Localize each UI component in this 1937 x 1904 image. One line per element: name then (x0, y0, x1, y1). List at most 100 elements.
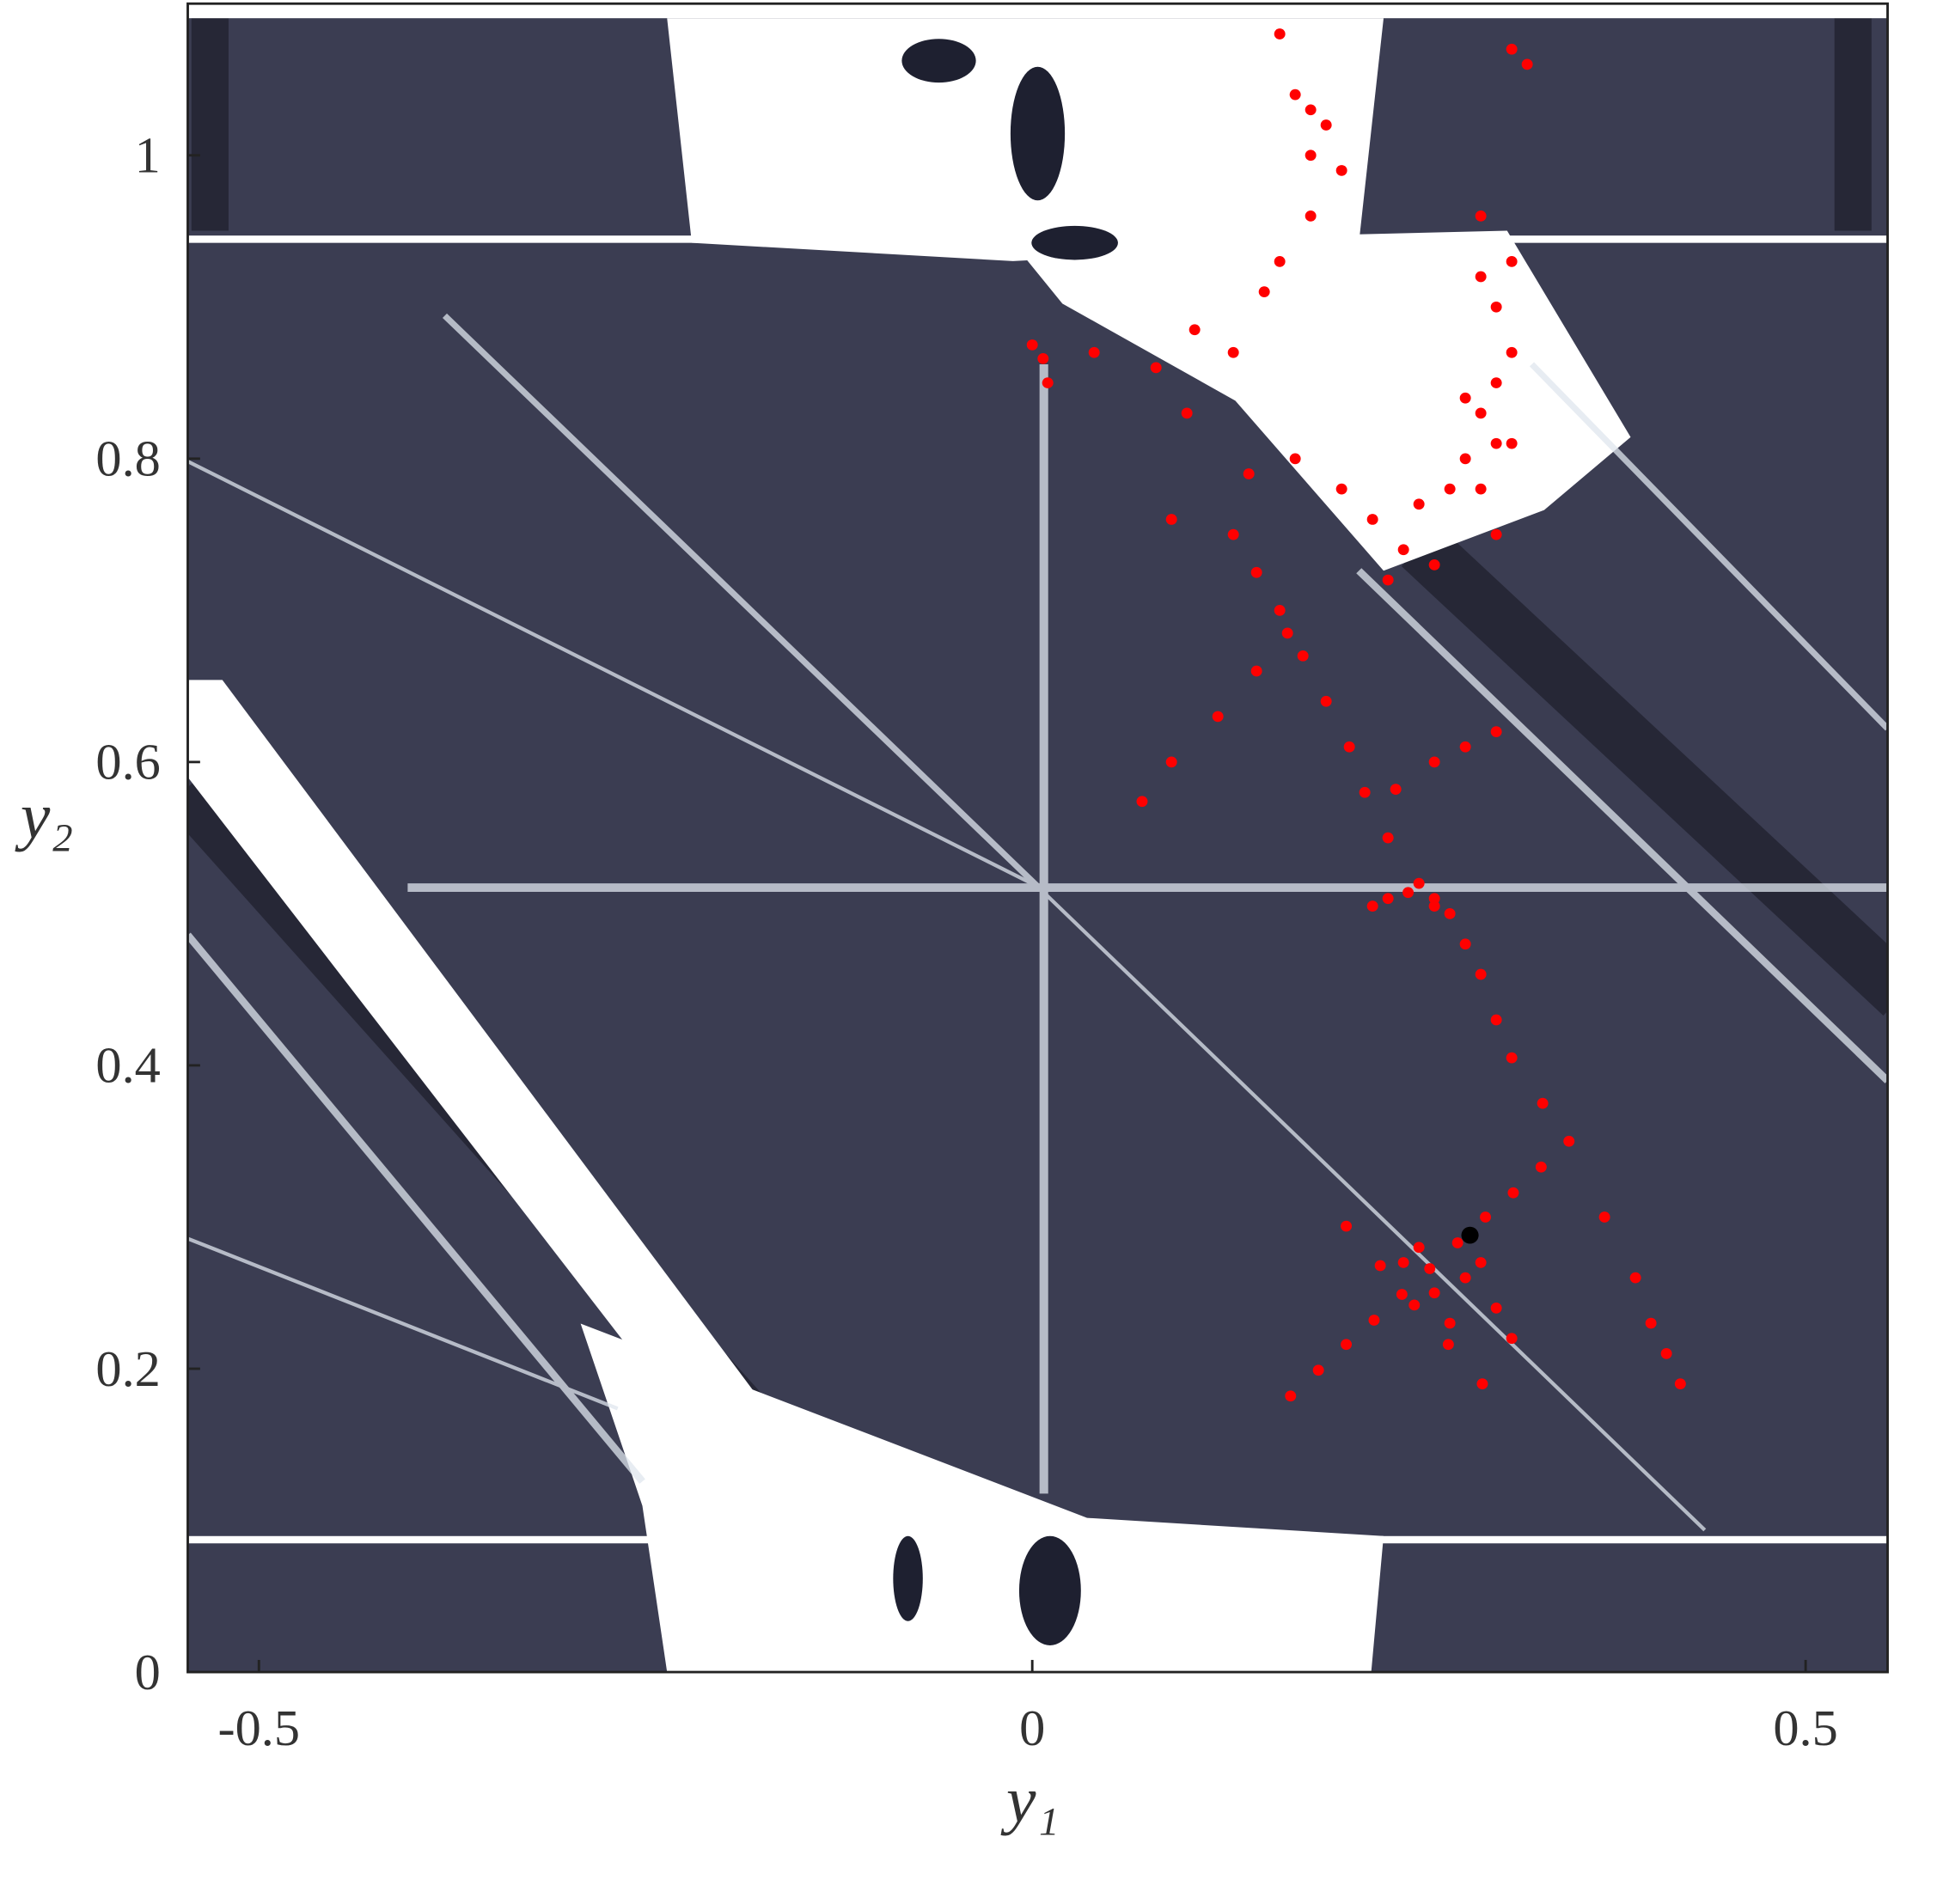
y-tick-label: 0 (135, 1644, 161, 1700)
scatter-point (1305, 150, 1317, 162)
scatter-point (1444, 483, 1456, 495)
scatter-point (1320, 119, 1332, 131)
scatter-point (1165, 514, 1177, 525)
scatter-point (1359, 786, 1371, 798)
scatter-point (1037, 352, 1049, 364)
scatter-point (1413, 498, 1425, 510)
scatter-point (1343, 741, 1355, 753)
scatter-point (1274, 604, 1286, 616)
scatter-point (1442, 1339, 1454, 1351)
scatter-point (1188, 324, 1201, 336)
scatter-point (1480, 1211, 1492, 1223)
scatter-point (1382, 893, 1394, 905)
scatter-point (1506, 437, 1518, 449)
scatter-point (1250, 566, 1262, 578)
scatter-point (1150, 362, 1162, 374)
scatter-point (1258, 286, 1270, 298)
y-axis-label: y₂ (15, 779, 73, 852)
x-tick-label: 0.5 (1773, 1700, 1837, 1755)
scatter-point (1408, 1299, 1421, 1311)
scatter-point (1413, 877, 1425, 889)
scatter-point (1428, 559, 1440, 571)
scatter-point (1335, 165, 1347, 176)
y-tick-label: 0.2 (95, 1340, 160, 1396)
scatter-point (1645, 1317, 1657, 1329)
scatter-point (1366, 514, 1378, 525)
y-tick-label: 1 (135, 127, 161, 183)
plot-frame (186, 2, 1889, 1674)
scatter-point (1459, 1272, 1471, 1284)
scatter-point (1390, 784, 1402, 796)
scatter-point (1397, 1257, 1409, 1268)
scatter-point (1274, 28, 1286, 40)
scatter-point (1674, 1378, 1686, 1390)
scatter-point (1243, 468, 1255, 479)
scatter-point (1335, 483, 1347, 495)
scatter-point (1281, 627, 1293, 639)
scatter-point (1506, 43, 1518, 55)
scatter-point (1444, 1317, 1456, 1329)
scatter-point (1274, 255, 1286, 267)
scatter-point (1424, 1263, 1436, 1274)
phase-background (187, 3, 1888, 1673)
scatter-point (1136, 796, 1148, 808)
scatter-point (1521, 58, 1533, 70)
scatter-point (1598, 1211, 1610, 1223)
scatter-point (1227, 346, 1239, 358)
y-tick-label: 0.4 (95, 1037, 160, 1093)
x-tick-label: -0.5 (218, 1700, 301, 1755)
scatter-point (1382, 832, 1394, 844)
scatter-point (1042, 377, 1054, 388)
scatter-point (1285, 1390, 1297, 1402)
scatter-point (1507, 1187, 1519, 1199)
scatter-point (1475, 483, 1487, 495)
scatter-point (1475, 211, 1487, 222)
scatter-point (1506, 1333, 1518, 1345)
scatter-point (1402, 887, 1415, 899)
scatter-point (1444, 908, 1456, 919)
scatter-point (1341, 1339, 1353, 1351)
scatter-point (1382, 574, 1394, 586)
scatter-point (1289, 453, 1301, 465)
scatter-point (1461, 1226, 1479, 1244)
scatter-point (1396, 1289, 1408, 1300)
scatter-point (1459, 392, 1471, 404)
scatter-point (1506, 255, 1518, 267)
scatter-point (1366, 900, 1378, 912)
scatter-point (1368, 1315, 1380, 1326)
scatter-point (1475, 968, 1487, 980)
scatter-point (1305, 104, 1317, 116)
scatter-point (1490, 301, 1502, 313)
scatter-point (1165, 756, 1177, 768)
scatter-point (1537, 1097, 1549, 1109)
scatter-point (1629, 1272, 1641, 1284)
scatter-point (1475, 407, 1487, 419)
scatter-point (1490, 528, 1502, 540)
scatter-point (1660, 1347, 1672, 1359)
scatter-point (1428, 756, 1440, 768)
scatter-point (1459, 938, 1471, 950)
scatter-point (1490, 1303, 1502, 1314)
scatter-point (1563, 1135, 1575, 1147)
scatter-point (1428, 900, 1440, 912)
x-axis-label: y₁ (1000, 1762, 1059, 1835)
scatter-point (1490, 437, 1502, 449)
scatter-point (1476, 1378, 1488, 1390)
scatter-point (1490, 1014, 1502, 1026)
scatter-point (1341, 1220, 1353, 1232)
scatter-point (1289, 88, 1301, 101)
scatter-point (1428, 1287, 1440, 1299)
scatter-point (1475, 1257, 1487, 1268)
scatter-point (1250, 665, 1262, 677)
scatter-point (1397, 544, 1409, 556)
scatter-point (1451, 1237, 1463, 1248)
scatter-point (1181, 407, 1193, 419)
scatter-point (1428, 893, 1440, 905)
scatter-point (1459, 741, 1471, 753)
scatter-point (1088, 346, 1100, 358)
scatter-point (1312, 1364, 1324, 1376)
y-tick-label: 0.6 (95, 734, 160, 790)
y-tick-label: 0.8 (95, 430, 160, 486)
